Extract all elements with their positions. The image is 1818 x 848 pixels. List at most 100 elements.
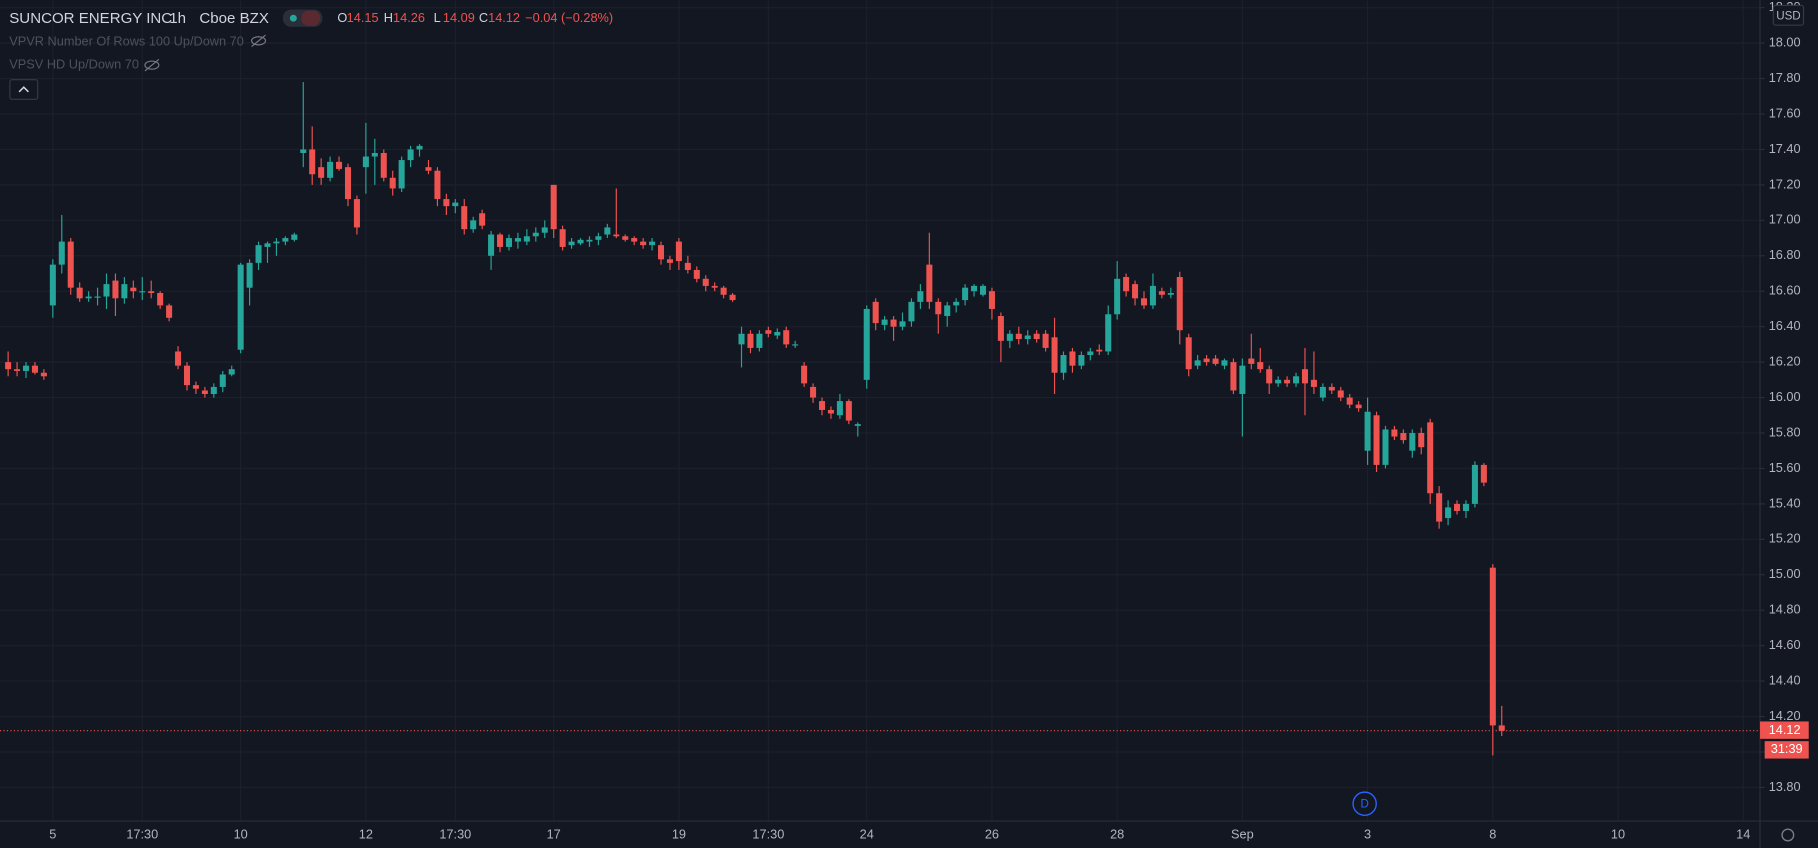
y-tick-label: 15.20 [1769, 531, 1801, 546]
candle-body [58, 241, 65, 265]
candle-body [1042, 333, 1049, 348]
candle-body [353, 199, 360, 228]
candle-body [1328, 386, 1335, 391]
x-tick-label: 8 [1489, 826, 1496, 841]
x-tick-label: 12 [359, 826, 373, 841]
candle-body [300, 149, 307, 153]
candle-body [183, 365, 191, 386]
candle-body [1158, 291, 1165, 295]
candle-body [22, 365, 30, 371]
candle-body [827, 409, 834, 414]
x-tick-label: Sep [1231, 826, 1254, 841]
candle-body [443, 199, 450, 207]
ohlc-letter: H [384, 10, 393, 25]
candle-body [988, 291, 995, 309]
hide-icon[interactable] [251, 36, 267, 46]
candle-body [31, 365, 38, 373]
candle-body [291, 234, 298, 240]
x-tick-label: 24 [860, 826, 874, 841]
y-tick-label: 15.80 [1769, 424, 1801, 439]
x-tick-label: 14 [1736, 826, 1750, 841]
indicator-label[interactable]: VPSV HD Up/Down 70 [9, 57, 139, 72]
candle-body [1355, 404, 1362, 409]
hide-icon-slash [144, 58, 160, 72]
candle-body [640, 241, 647, 246]
candle-body [595, 236, 602, 240]
candle-body [1239, 365, 1246, 395]
indicator-label[interactable]: VPVR Number Of Rows 100 Up/Down 70 [9, 33, 244, 48]
candle-body [1024, 335, 1031, 340]
candle-body [774, 331, 781, 336]
candle-body [622, 236, 629, 240]
candle-body [1498, 725, 1505, 731]
candle-body [971, 285, 978, 292]
axes: 13.8014.0014.2014.4014.6014.8015.0015.20… [49, 0, 1800, 841]
candle-body [514, 238, 521, 242]
candle-body [344, 167, 351, 200]
ohlc-legend: O 14.15 H 14.26 L 14.09 C 14.12 −0.04 (−0.28%) [337, 10, 613, 25]
candle-body [818, 401, 826, 410]
y-tick-label: 17.20 [1769, 176, 1801, 191]
hide-icon[interactable] [144, 60, 160, 70]
candle-body [488, 234, 495, 256]
candle-body [371, 152, 378, 157]
collapse-button[interactable] [9, 79, 39, 100]
ohlc-value: 14.26 [393, 10, 425, 25]
y-tick-label: 14.80 [1769, 602, 1801, 617]
candle-body [407, 149, 414, 161]
candle-body [926, 264, 933, 302]
candle-body [1248, 358, 1255, 364]
candle-body [908, 301, 915, 322]
candle-body [658, 245, 665, 260]
candle-body [1006, 333, 1013, 341]
y-tick-label: 17.00 [1769, 212, 1801, 227]
candle-body [523, 236, 530, 242]
y-tick-label: 17.80 [1769, 70, 1801, 85]
y-tick-label: 16.00 [1769, 389, 1801, 404]
y-tick-label: 16.60 [1769, 283, 1801, 298]
candle-body [783, 330, 790, 345]
candle-body [1337, 390, 1344, 398]
candle-body [1284, 379, 1291, 384]
candle-body [1471, 464, 1478, 504]
candle-body [497, 234, 504, 247]
dividend-marker[interactable] [1352, 791, 1377, 817]
candle-body [1427, 422, 1434, 494]
x-tick-label: 26 [985, 826, 999, 841]
candle-body [1194, 360, 1201, 366]
candle-body [1203, 358, 1210, 363]
status-dot [289, 14, 297, 22]
currency: USD [1776, 11, 1800, 23]
candle-body [1409, 432, 1416, 451]
candle-body [1391, 429, 1398, 437]
candle-body [1149, 285, 1156, 306]
currency-box[interactable] [1772, 4, 1805, 26]
ohlc-letter: C [479, 10, 488, 25]
candle-body [1436, 493, 1443, 522]
candle-body [613, 234, 620, 237]
y-tick-label: 18.00 [1769, 34, 1801, 49]
candle-body [1266, 369, 1273, 384]
candle-body [1167, 292, 1174, 295]
grid [0, 0, 1760, 821]
candle-body [210, 386, 217, 395]
candle-body [854, 424, 861, 426]
candle-body [568, 241, 575, 246]
change: −0.04 (−0.28%) [525, 10, 613, 25]
candle-body [273, 241, 280, 244]
candle-body [1051, 337, 1058, 373]
candle-body [505, 238, 512, 247]
candle-body [1114, 278, 1121, 315]
exchange[interactable]: Cboe BZX [199, 10, 269, 27]
candle-body [470, 220, 477, 230]
candle-body [1096, 349, 1103, 352]
candle-body [729, 294, 736, 301]
settings-icon[interactable] [1781, 828, 1795, 842]
y-tick-label: 17.40 [1769, 141, 1801, 156]
candle-body [121, 284, 128, 299]
candle-body [577, 239, 584, 244]
candle-body [1454, 503, 1461, 511]
candle-body [541, 227, 548, 233]
symbol[interactable]: SUNCOR ENERGY INC [9, 10, 172, 27]
interval[interactable]: 1h [169, 10, 186, 27]
